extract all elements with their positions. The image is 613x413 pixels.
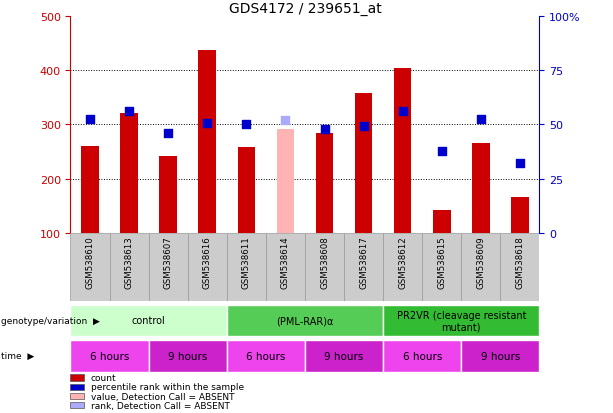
Point — [85, 116, 95, 123]
Bar — [383, 340, 462, 372]
Point — [124, 108, 134, 115]
Text: GSM538612: GSM538612 — [398, 235, 407, 288]
Bar — [422, 233, 462, 301]
Text: 6 hours: 6 hours — [246, 351, 286, 361]
Bar — [472, 144, 490, 233]
Text: GSM538616: GSM538616 — [203, 235, 211, 288]
Point — [319, 126, 329, 133]
Point — [476, 116, 485, 123]
Point — [398, 108, 408, 115]
Text: count: count — [91, 373, 116, 382]
Bar — [70, 233, 110, 301]
Bar — [511, 197, 528, 233]
Bar — [266, 233, 305, 301]
Bar — [316, 134, 333, 233]
Text: GSM538614: GSM538614 — [281, 235, 290, 288]
Bar — [383, 305, 539, 337]
Bar — [276, 130, 294, 233]
Text: GSM538617: GSM538617 — [359, 235, 368, 288]
Bar — [149, 233, 188, 301]
Bar — [344, 233, 383, 301]
Bar — [355, 93, 372, 233]
Bar — [70, 340, 149, 372]
Text: GSM538613: GSM538613 — [124, 235, 134, 288]
Bar — [433, 210, 451, 233]
Bar — [462, 340, 539, 372]
Bar — [500, 233, 539, 301]
Text: GSM538609: GSM538609 — [476, 235, 485, 288]
Point — [281, 117, 291, 124]
Bar — [462, 233, 500, 301]
Text: GSM538608: GSM538608 — [320, 235, 329, 288]
Bar — [199, 51, 216, 233]
Bar — [188, 233, 227, 301]
Text: genotype/variation  ▶: genotype/variation ▶ — [1, 316, 100, 325]
Bar — [70, 305, 227, 337]
Bar — [238, 148, 255, 233]
Bar — [227, 340, 305, 372]
Text: 6 hours: 6 hours — [403, 351, 442, 361]
Text: control: control — [132, 316, 166, 326]
Point — [202, 120, 212, 127]
Text: (PML-RAR)α: (PML-RAR)α — [276, 316, 333, 326]
Text: 6 hours: 6 hours — [90, 351, 129, 361]
Bar — [394, 69, 411, 233]
Point — [437, 149, 447, 155]
Bar — [305, 340, 383, 372]
Bar — [383, 233, 422, 301]
Text: GSM538607: GSM538607 — [164, 235, 173, 288]
Text: GSM538611: GSM538611 — [242, 235, 251, 288]
Bar — [149, 340, 227, 372]
Text: PR2VR (cleavage resistant
mutant): PR2VR (cleavage resistant mutant) — [397, 310, 526, 332]
Point — [242, 121, 251, 128]
Text: value, Detection Call = ABSENT: value, Detection Call = ABSENT — [91, 392, 234, 401]
Bar — [159, 157, 177, 233]
Text: percentile rank within the sample: percentile rank within the sample — [91, 382, 244, 392]
Text: 9 hours: 9 hours — [481, 351, 520, 361]
Bar — [305, 233, 344, 301]
Text: time  ▶: time ▶ — [1, 351, 34, 360]
Bar — [82, 147, 99, 233]
Point — [515, 161, 525, 167]
Text: GSM538615: GSM538615 — [437, 235, 446, 288]
Bar — [120, 114, 138, 233]
Bar — [227, 305, 383, 337]
Bar — [227, 233, 266, 301]
Point — [359, 124, 368, 131]
Text: GSM538610: GSM538610 — [86, 235, 94, 288]
Point — [163, 131, 173, 138]
Text: 9 hours: 9 hours — [168, 351, 207, 361]
Text: rank, Detection Call = ABSENT: rank, Detection Call = ABSENT — [91, 401, 230, 410]
Text: GSM538618: GSM538618 — [516, 235, 524, 288]
Bar — [110, 233, 149, 301]
Text: 9 hours: 9 hours — [324, 351, 364, 361]
Title: GDS4172 / 239651_at: GDS4172 / 239651_at — [229, 2, 381, 16]
